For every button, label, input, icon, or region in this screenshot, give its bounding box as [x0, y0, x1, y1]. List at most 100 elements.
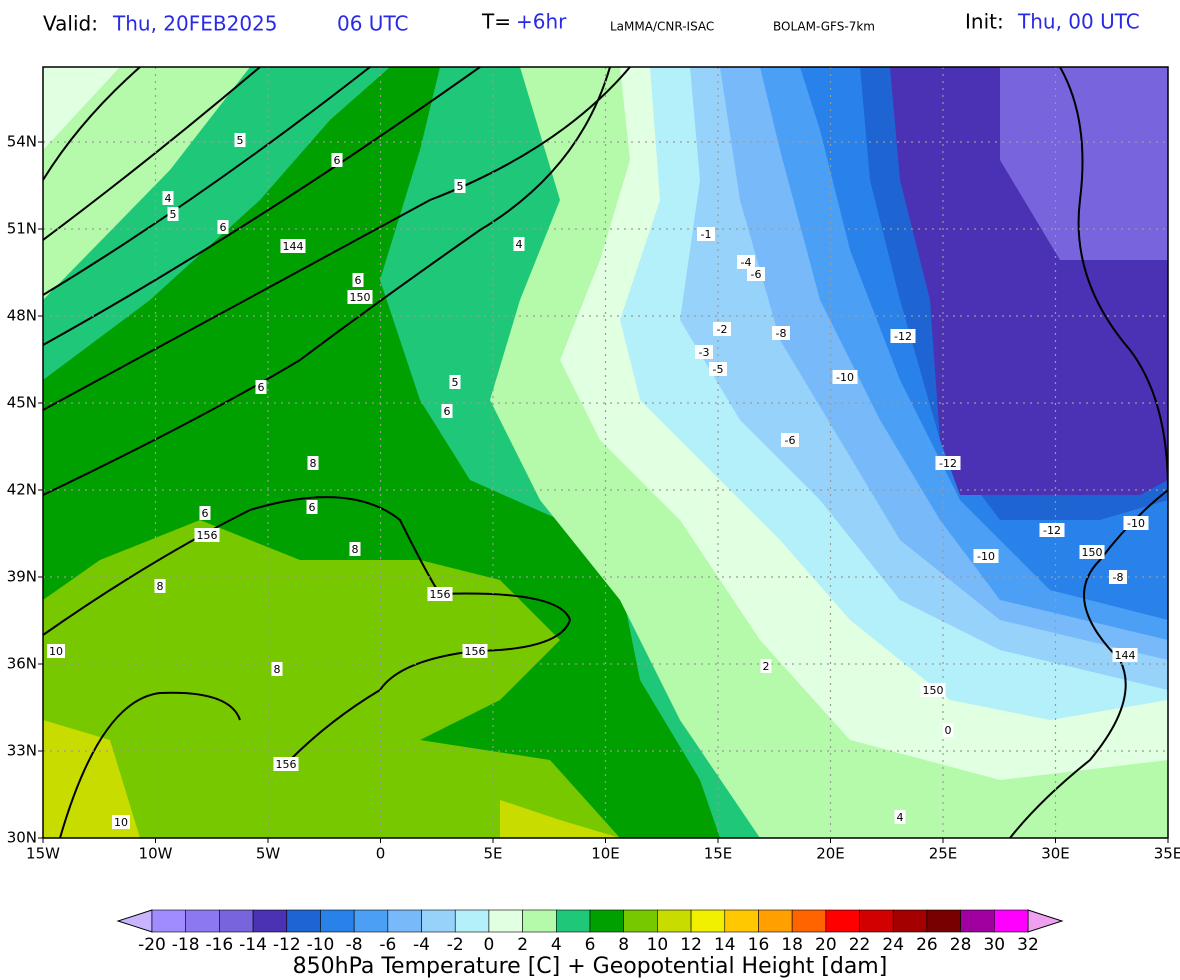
lat-label: 39N — [7, 568, 37, 586]
lon-label: 15W — [26, 845, 60, 863]
lon-label: 25E — [929, 845, 958, 863]
contour-label: -3 — [699, 346, 710, 359]
colorbar-box — [892, 909, 928, 933]
contour-label-box — [454, 179, 466, 193]
contour-label-box — [112, 815, 130, 829]
colorbar-over — [1027, 909, 1064, 933]
model: BOLAM-GFS-7km — [773, 20, 875, 34]
lon-label: 20E — [816, 845, 845, 863]
contour-label-box — [890, 329, 916, 343]
lon-label: 35E — [1154, 845, 1180, 863]
colorbar-box — [825, 909, 860, 933]
valid-date: Thu, 20FEB2025 — [112, 12, 278, 36]
contour-label-box — [1112, 648, 1138, 662]
contour-label: 8 — [310, 457, 317, 470]
colorbar-box — [724, 909, 759, 933]
contour-label-box — [154, 579, 166, 593]
contour-label-box — [1079, 545, 1105, 559]
contour-label-box — [167, 207, 179, 221]
colorbar-label: -8 — [346, 935, 363, 955]
lat-label: 42N — [7, 481, 37, 499]
colorbar-label: 10 — [647, 935, 669, 955]
contour-label-box — [713, 322, 731, 336]
colorbar-label: -10 — [307, 935, 335, 955]
colorbar-label: -6 — [379, 935, 396, 955]
lat-label: 45N — [7, 394, 37, 412]
contour-label: 6 — [220, 221, 227, 234]
colorbar-box — [657, 909, 692, 933]
contour-label: 2 — [763, 660, 770, 673]
colorbar-label: 12 — [680, 935, 702, 955]
contour-label: 6 — [202, 507, 209, 520]
colorbar-label: -20 — [138, 935, 166, 955]
contour-label: 5 — [237, 134, 244, 147]
colorbar-label: -2 — [447, 935, 464, 955]
contour-label-box — [271, 662, 283, 676]
contour-label: 5 — [457, 180, 464, 193]
contour-label: -10 — [1127, 517, 1145, 530]
contour-label-box — [772, 326, 790, 340]
colorbar-box — [185, 909, 220, 933]
contour-label: 10 — [114, 816, 128, 829]
contour-label: -12 — [894, 330, 912, 343]
colorbar-label: 0 — [484, 935, 495, 955]
contour-label-box — [920, 683, 946, 697]
colorbar-label: 24 — [882, 935, 904, 955]
contour-label: 156 — [430, 588, 451, 601]
contour-label: 5 — [170, 208, 177, 221]
contour-label: 144 — [1115, 649, 1136, 662]
contour-label: -6 — [785, 434, 796, 447]
lat-label: 51N — [7, 220, 37, 238]
init-label: Init: — [965, 10, 1004, 34]
lat-label: 54N — [7, 133, 37, 151]
contour-label-box — [199, 506, 211, 520]
contour-label-box — [162, 191, 174, 205]
contour-label-box — [273, 757, 299, 771]
contour-label: 6 — [444, 405, 451, 418]
contour-label-box — [697, 227, 715, 241]
colorbar-label: 22 — [849, 935, 871, 955]
contour-label: 6 — [334, 154, 341, 167]
contour-label-box — [347, 290, 373, 304]
step-label: T= — [481, 10, 511, 34]
colorbar-label: -18 — [172, 935, 200, 955]
init: Thu, 00 UTC — [1017, 10, 1140, 34]
contour-label: -4 — [741, 256, 752, 269]
contour-label: -12 — [939, 457, 957, 470]
contour-label: 4 — [165, 192, 172, 205]
colorbar-label: 18 — [781, 935, 803, 955]
colorbar-label: 4 — [551, 935, 562, 955]
contour-label: 8 — [157, 580, 164, 593]
contour-label-box — [1109, 570, 1127, 584]
contour-label-box — [832, 370, 858, 384]
lon-label: 5W — [256, 845, 281, 863]
contour-label: 10 — [49, 645, 63, 658]
map-fill — [43, 67, 1168, 838]
contour-label: 6 — [258, 381, 265, 394]
contour-label: 6 — [355, 274, 362, 287]
colorbar-label: -16 — [205, 935, 233, 955]
contour-label-box — [973, 549, 999, 563]
lat-label: 48N — [7, 307, 37, 325]
colorbar-label: 6 — [585, 935, 596, 955]
contour-label: 156 — [465, 645, 486, 658]
lon-label: 30E — [1041, 845, 1070, 863]
lon-label: 10W — [139, 845, 173, 863]
contour-label: -1 — [701, 228, 712, 241]
contour-label: 5 — [452, 376, 459, 389]
contour-label: -12 — [1043, 524, 1061, 537]
colorbar-box — [454, 909, 490, 933]
colorbar-box — [219, 909, 254, 933]
colorbar-label: 16 — [748, 935, 770, 955]
contour-label: -8 — [1113, 571, 1124, 584]
contour-label: -5 — [713, 363, 724, 376]
contour-label-box — [737, 255, 755, 269]
contour-label-box — [306, 500, 318, 514]
colorbar-box — [859, 909, 894, 933]
colorbar-label: -12 — [273, 935, 301, 955]
colorbar-label: 32 — [1017, 935, 1039, 955]
colorbar-box — [421, 909, 456, 933]
source: LaMMA/CNR-ISAC — [610, 20, 714, 34]
valid-label: Valid: — [43, 12, 98, 36]
